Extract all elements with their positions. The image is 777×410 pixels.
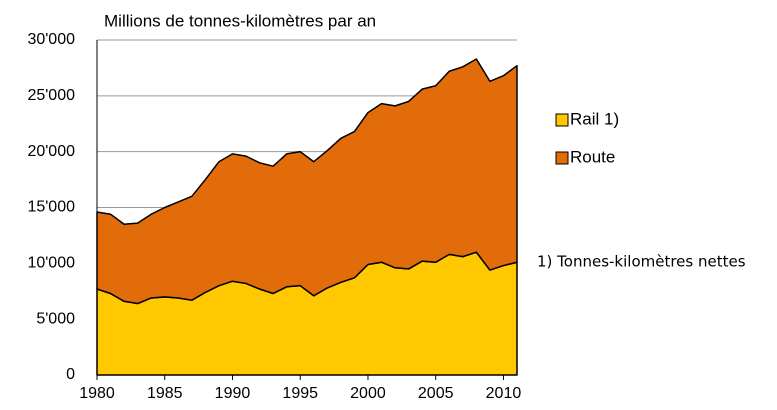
- area: [96, 58, 518, 305]
- legend-label: Route: [570, 147, 615, 166]
- x-tick-label: 1980: [79, 385, 115, 402]
- x-tick-label: 2005: [418, 385, 454, 402]
- x-tick-label: 2010: [486, 385, 522, 402]
- footnote: 1) Tonnes-kilomètres nettes: [537, 253, 746, 271]
- legend-swatch: [555, 113, 569, 127]
- x-tick-label: 1995: [282, 385, 318, 402]
- chart-title: Millions de tonnes-kilomètres par an: [104, 11, 376, 30]
- legend-label: Rail 1): [570, 109, 619, 128]
- y-tick-label: 25'000: [27, 87, 75, 104]
- y-tick-label: 0: [66, 366, 75, 383]
- x-tick-label: 1990: [215, 385, 251, 402]
- y-tick-label: 30'000: [27, 31, 75, 48]
- x-tick-label: 2000: [350, 385, 386, 402]
- y-tick-label: 10'000: [27, 255, 75, 272]
- x-tick-label: 1985: [147, 385, 183, 402]
- y-tick-label: 15'000: [27, 199, 75, 216]
- y-tick-label: 5'000: [36, 310, 75, 327]
- legend-swatch: [555, 151, 569, 165]
- y-tick-label: 20'000: [27, 143, 75, 160]
